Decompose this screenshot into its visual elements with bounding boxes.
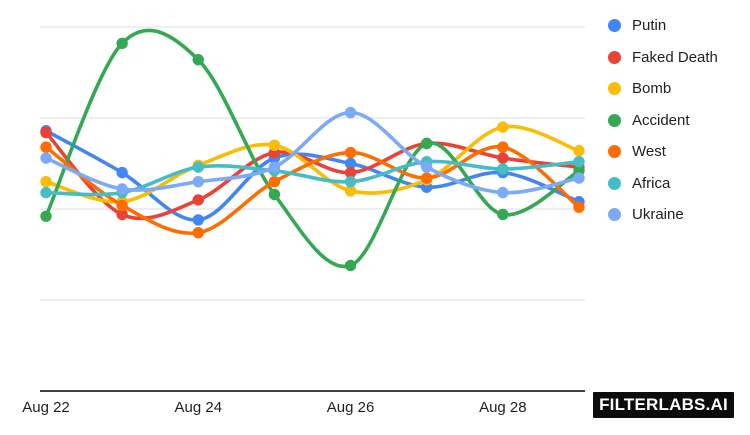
legend-label: Bomb: [632, 80, 672, 97]
legend-swatch-icon: [608, 113, 621, 127]
data-point-ukraine[interactable]: [40, 152, 52, 164]
x-axis-tick-label: Aug 26: [327, 399, 375, 416]
data-point-africa[interactable]: [192, 161, 204, 173]
data-point-accident[interactable]: [497, 208, 509, 221]
legend-label: Faked Death: [632, 48, 718, 66]
data-point-ukraine[interactable]: [192, 176, 204, 188]
legend-swatch-icon: [608, 145, 621, 158]
data-point-bomb[interactable]: [268, 139, 281, 151]
data-point-africa[interactable]: [40, 186, 52, 199]
data-point-accident[interactable]: [268, 188, 281, 201]
data-point-west[interactable]: [497, 141, 509, 153]
data-point-bomb[interactable]: [497, 121, 509, 133]
series-line-ukraine: [44, 110, 581, 195]
data-point-west[interactable]: [40, 141, 52, 153]
data-point-accident[interactable]: [192, 54, 204, 66]
legend-item-africa: Africa: [608, 176, 718, 191]
data-point-west[interactable]: [573, 201, 585, 213]
legend-item-west: West: [608, 144, 718, 159]
legend-label: Putin: [632, 17, 667, 34]
data-point-bomb[interactable]: [344, 185, 357, 197]
legend-item-faked-death: Faked Death: [608, 50, 718, 65]
data-point-west[interactable]: [268, 176, 281, 188]
data-point-west[interactable]: [192, 226, 204, 239]
data-point-accident[interactable]: [344, 259, 357, 272]
data-point-ukraine[interactable]: [116, 183, 128, 195]
filterlabs-logo: FILTERLABS.AI: [593, 392, 734, 418]
legend-item-ukraine: Ukraine: [608, 207, 718, 222]
chart-legend: Putin Faked Death Bomb Accident West Africa Uk…: [608, 18, 718, 239]
data-point-faked-death[interactable]: [344, 166, 357, 179]
x-axis-tick-label: Aug 24: [175, 399, 223, 416]
data-point-bomb[interactable]: [573, 145, 585, 157]
data-point-accident[interactable]: [116, 37, 128, 50]
data-point-faked-death[interactable]: [497, 152, 509, 164]
data-point-africa[interactable]: [573, 155, 585, 168]
data-point-putin[interactable]: [192, 214, 204, 226]
data-point-africa[interactable]: [344, 176, 357, 188]
data-point-west[interactable]: [421, 172, 433, 184]
series-line-putin: [44, 128, 581, 222]
data-point-accident[interactable]: [421, 137, 433, 150]
data-point-west[interactable]: [116, 199, 128, 212]
data-point-ukraine[interactable]: [344, 106, 357, 119]
legend-swatch-icon: [608, 208, 621, 221]
legend-swatch-icon: [608, 176, 621, 190]
data-point-ukraine[interactable]: [573, 172, 585, 184]
data-point-ukraine[interactable]: [421, 161, 433, 173]
legend-item-bomb: Bomb: [608, 81, 718, 96]
data-point-accident[interactable]: [40, 210, 52, 222]
data-point-bomb[interactable]: [40, 176, 52, 188]
legend-item-putin: Putin: [608, 18, 718, 33]
legend-label: West: [632, 143, 666, 160]
legend-label: Accident: [632, 111, 690, 129]
legend-swatch-icon: [608, 50, 621, 64]
data-point-faked-death[interactable]: [116, 208, 128, 221]
data-point-west[interactable]: [344, 146, 357, 159]
legend-swatch-icon: [608, 82, 621, 95]
data-point-ukraine[interactable]: [497, 186, 509, 199]
legend-label: Ukraine: [632, 206, 684, 223]
legend-label: Africa: [632, 174, 671, 192]
x-axis-tick-label: Aug 22: [22, 399, 70, 416]
x-axis-tick-label: Aug 28: [479, 399, 527, 416]
legend-swatch-icon: [608, 19, 621, 32]
filterlabs-logo-text: FILTERLABS.AI: [599, 395, 728, 414]
data-point-faked-death[interactable]: [40, 126, 52, 139]
legend-item-accident: Accident: [608, 113, 718, 128]
data-point-putin[interactable]: [344, 157, 357, 170]
data-point-faked-death[interactable]: [192, 194, 204, 206]
data-point-ukraine[interactable]: [268, 161, 281, 173]
data-point-africa[interactable]: [497, 163, 509, 175]
data-point-putin[interactable]: [116, 166, 128, 179]
